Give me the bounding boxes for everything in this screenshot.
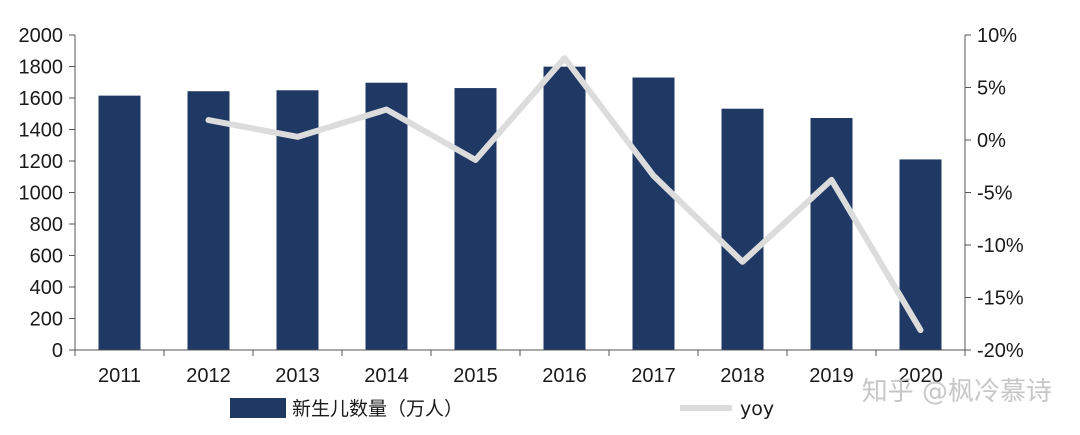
y-left-tick-label: 1200 <box>19 151 64 173</box>
legend: 新生儿数量（万人） yoy <box>230 398 774 420</box>
bar-2017 <box>632 77 675 351</box>
bar-2018 <box>721 108 764 351</box>
bar-series <box>98 66 942 351</box>
y-left-tick-label: 1000 <box>19 183 64 205</box>
y-right-tick-label: 10% <box>977 25 1017 47</box>
yoy-point-2015 <box>474 158 477 161</box>
yoy-point-2012 <box>207 119 210 122</box>
bar-2019 <box>810 118 853 350</box>
x-tick-label-2013: 2013 <box>275 365 320 387</box>
y-left-tick-label: 0 <box>52 340 63 362</box>
bar-2016 <box>543 66 586 350</box>
legend-label-line: yoy <box>740 398 774 420</box>
y-left-tick-label: 800 <box>30 214 63 236</box>
y-left-tick-label: 1600 <box>19 88 64 110</box>
y-right-tick-label: 5% <box>977 78 1006 100</box>
x-tick-label-2015: 2015 <box>453 365 498 387</box>
y-right-tick-label: -20% <box>977 340 1024 362</box>
yoy-point-2016 <box>563 57 566 60</box>
yoy-point-2018 <box>741 260 744 263</box>
y-right-tick-label: -15% <box>977 288 1024 310</box>
yoy-point-2020 <box>919 329 922 332</box>
x-tick-label-2020: 2020 <box>898 365 943 387</box>
yoy-point-2019 <box>830 178 833 181</box>
yoy-point-2014 <box>385 108 388 111</box>
bar-2012 <box>187 91 230 350</box>
x-tick-label-2016: 2016 <box>542 365 587 387</box>
y-left-tick-label: 1800 <box>19 57 64 79</box>
yoy-point-2017 <box>652 174 655 177</box>
y-left-tick-label: 2000 <box>19 25 64 47</box>
y-left-tick-label: 600 <box>30 246 63 268</box>
x-tick-label-2017: 2017 <box>631 365 676 387</box>
yoy-point-2013 <box>296 135 299 138</box>
yoy-line-series <box>205 55 924 334</box>
bar-2014 <box>365 82 408 350</box>
axes: 0 200 400 600 800 1000 1200 1400 1600 1800 2000 -20… <box>19 25 1024 387</box>
y-left-tick-label: 1400 <box>19 120 64 142</box>
bar-2011 <box>98 95 141 350</box>
watermark: 知乎 @枫冷慕诗 <box>862 377 1052 407</box>
y-right-tick-label: -10% <box>977 235 1024 257</box>
y-right-tick-label: -5% <box>977 183 1013 205</box>
legend-swatch-bar <box>230 398 286 418</box>
y-right-tick-label: 0% <box>977 130 1006 152</box>
x-tick-label-2012: 2012 <box>186 365 231 387</box>
legend-label-bar: 新生儿数量（万人） <box>292 398 463 420</box>
x-tick-label-2014: 2014 <box>364 365 409 387</box>
y-left-tick-label: 400 <box>30 277 63 299</box>
x-tick-label-2019: 2019 <box>809 365 854 387</box>
bar-2020 <box>899 159 942 350</box>
bar-2015 <box>454 88 497 350</box>
y-left-tick-label: 200 <box>30 309 63 331</box>
x-tick-label-2018: 2018 <box>720 365 765 387</box>
x-tick-label-2011: 2011 <box>98 365 141 387</box>
